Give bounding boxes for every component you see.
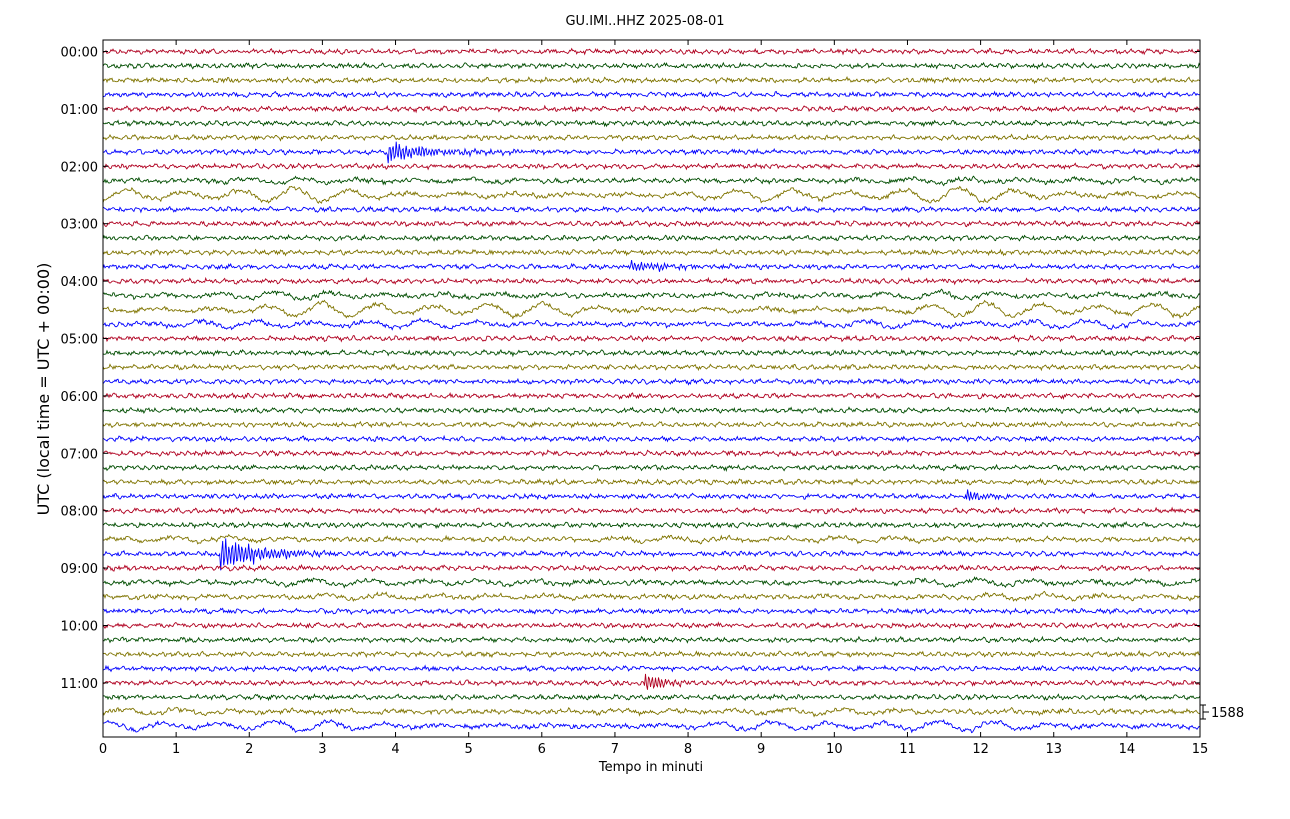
trace-line xyxy=(102,61,1201,70)
trace-line xyxy=(102,141,1201,164)
trace-line xyxy=(102,506,1201,515)
trace-line xyxy=(102,334,1201,343)
trace-line xyxy=(102,434,1201,444)
y-tick-label: 00:00 xyxy=(61,46,98,61)
x-tick-label: 7 xyxy=(611,742,619,757)
trace-line xyxy=(102,664,1201,673)
x-tick-label: 13 xyxy=(1045,742,1062,757)
x-tick-label: 14 xyxy=(1119,742,1136,757)
trace-line xyxy=(102,719,1201,734)
trace-line xyxy=(102,489,1201,501)
x-tick-label: 1 xyxy=(172,742,180,757)
trace-line xyxy=(102,259,1201,272)
trace-line xyxy=(102,406,1201,415)
trace-line xyxy=(102,463,1201,472)
x-tick-label: 6 xyxy=(538,742,546,757)
y-tick-label: 07:00 xyxy=(61,447,98,462)
x-tick-label: 4 xyxy=(391,742,399,757)
trace-line xyxy=(102,693,1201,702)
trace-line xyxy=(102,219,1201,228)
trace-line xyxy=(102,533,1201,545)
trace-line xyxy=(102,590,1201,603)
y-tick-label: 10:00 xyxy=(61,620,98,635)
y-tick-label: 11:00 xyxy=(61,677,98,692)
trace-line xyxy=(102,363,1201,372)
trace-line xyxy=(102,635,1201,644)
trace-line xyxy=(102,133,1201,142)
scale-bar: 1588 xyxy=(1200,704,1244,721)
x-tick-label: 10 xyxy=(826,742,843,757)
trace-line xyxy=(102,119,1201,128)
y-tick-label: 05:00 xyxy=(61,333,98,348)
x-tick-label: 0 xyxy=(99,742,107,757)
chart-title: GU.IMI..HHZ 2025-08-01 xyxy=(565,14,724,29)
x-tick-label: 5 xyxy=(465,742,473,757)
trace-line xyxy=(102,521,1201,530)
trace-line xyxy=(102,607,1201,616)
plot-frame xyxy=(102,39,1201,738)
trace-line xyxy=(102,576,1201,589)
trace-line xyxy=(102,76,1201,85)
x-tick-label: 8 xyxy=(684,742,692,757)
trace-line xyxy=(102,233,1201,242)
x-tick-label: 2 xyxy=(245,742,253,757)
x-axis-label: Tempo in minuti xyxy=(598,760,703,775)
trace-line xyxy=(102,538,1201,571)
x-tick-label: 3 xyxy=(318,742,326,757)
y-tick-label: 01:00 xyxy=(61,103,98,118)
y-tick-label: 04:00 xyxy=(61,275,98,290)
trace-line xyxy=(102,563,1201,573)
trace-line xyxy=(102,449,1201,458)
trace-line xyxy=(102,205,1201,214)
x-tick-label: 9 xyxy=(757,742,765,757)
y-tick-label: 09:00 xyxy=(61,562,98,577)
x-tick-label: 15 xyxy=(1192,742,1209,757)
x-axis: 0 1 2 3 4 5 6 7 8 9 10 11 12 13 14 15 xyxy=(99,40,1208,757)
y-tick-label: 02:00 xyxy=(61,160,98,175)
y-axis: 00:00 01:00 02:00 03:00 04:00 05:00 06:00 07:00… xyxy=(61,46,1200,692)
trace-line xyxy=(102,47,1201,56)
trace-line xyxy=(102,299,1201,320)
trace-line xyxy=(102,621,1201,630)
traces xyxy=(102,47,1201,734)
trace-line xyxy=(102,649,1201,659)
trace-line xyxy=(102,288,1201,301)
trace-line xyxy=(102,175,1201,187)
trace-line xyxy=(102,90,1201,99)
trace-line xyxy=(102,248,1201,257)
x-tick-label: 11 xyxy=(899,742,916,757)
trace-line xyxy=(102,317,1201,331)
trace-line xyxy=(102,420,1201,429)
trace-line xyxy=(102,104,1201,114)
trace-line xyxy=(102,706,1201,718)
x-tick-label: 12 xyxy=(972,742,989,757)
y-tick-label: 03:00 xyxy=(61,218,98,233)
trace-line xyxy=(102,276,1201,286)
trace-line xyxy=(102,348,1201,358)
scale-label: 1588 xyxy=(1211,706,1244,721)
y-tick-label: 08:00 xyxy=(61,505,98,520)
trace-line xyxy=(102,673,1201,690)
y-tick-label: 06:00 xyxy=(61,390,98,405)
trace-line xyxy=(102,377,1201,386)
trace-line xyxy=(102,392,1201,400)
trace-line xyxy=(102,162,1201,171)
trace-line xyxy=(102,185,1201,204)
trace-line xyxy=(102,477,1201,486)
y-axis-label: UTC (local time = UTC + 00:00) xyxy=(34,263,53,516)
